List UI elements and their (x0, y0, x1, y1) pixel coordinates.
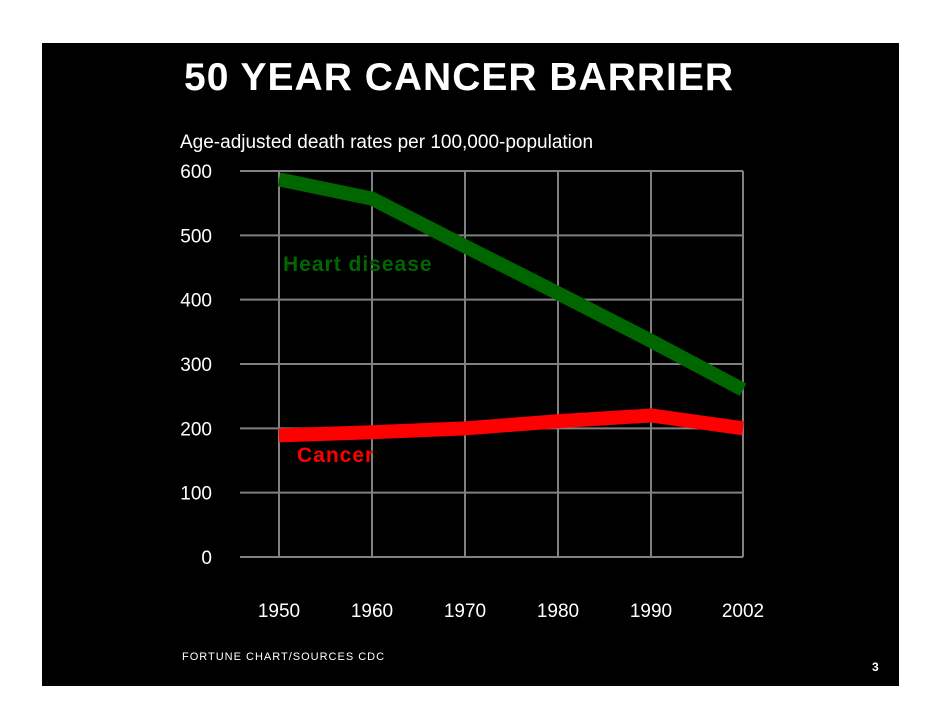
y-tick-label: 300 (180, 355, 212, 376)
grid (240, 170, 744, 558)
x-tick-label: 1950 (258, 601, 300, 622)
page-number: 3 (872, 660, 879, 674)
data-point-heart-disease (278, 178, 280, 180)
x-tick-label: 1970 (444, 601, 486, 622)
y-tick-label: 600 (180, 162, 212, 183)
x-tick-label: 1980 (537, 601, 579, 622)
data-point-cancer (371, 431, 373, 433)
data-point-heart-disease (371, 198, 373, 200)
data-point-cancer (278, 434, 280, 436)
data-point-cancer (557, 420, 559, 422)
data-point-heart-disease (742, 389, 744, 391)
chart-subtitle: Age-adjusted death rates per 100,000-pop… (180, 132, 593, 153)
source-note: FORTUNE CHART/SOURCES CDC (182, 651, 385, 663)
y-tick-label: 100 (180, 484, 212, 505)
x-tick-label: 2002 (722, 601, 764, 622)
y-tick-label: 0 (201, 548, 212, 569)
data-point-heart-disease (557, 292, 559, 294)
series-lines (277, 172, 747, 443)
series-label-heart-disease: Heart disease (283, 253, 433, 276)
y-axis-ticks: 600 500 400 300 200 100 0 (180, 162, 212, 569)
data-point-heart-disease (464, 245, 466, 247)
y-tick-label: 400 (180, 291, 212, 312)
x-tick-label: 1990 (630, 601, 672, 622)
data-point-cancer (742, 427, 744, 429)
series-line-heart-disease (277, 172, 747, 396)
series-label-cancer: Cancer (297, 444, 374, 467)
chart-title: 50 YEAR CANCER BARRIER (184, 56, 734, 99)
data-point-heart-disease (650, 340, 652, 342)
data-point-cancer (650, 414, 652, 416)
x-tick-label: 1960 (351, 601, 393, 622)
y-tick-label: 200 (180, 419, 212, 440)
series-line-cancer (278, 408, 744, 443)
x-axis-ticks: 1950 1960 1970 1980 1990 2002 (258, 601, 764, 622)
data-point-cancer (464, 427, 466, 429)
y-tick-label: 500 (180, 226, 212, 247)
